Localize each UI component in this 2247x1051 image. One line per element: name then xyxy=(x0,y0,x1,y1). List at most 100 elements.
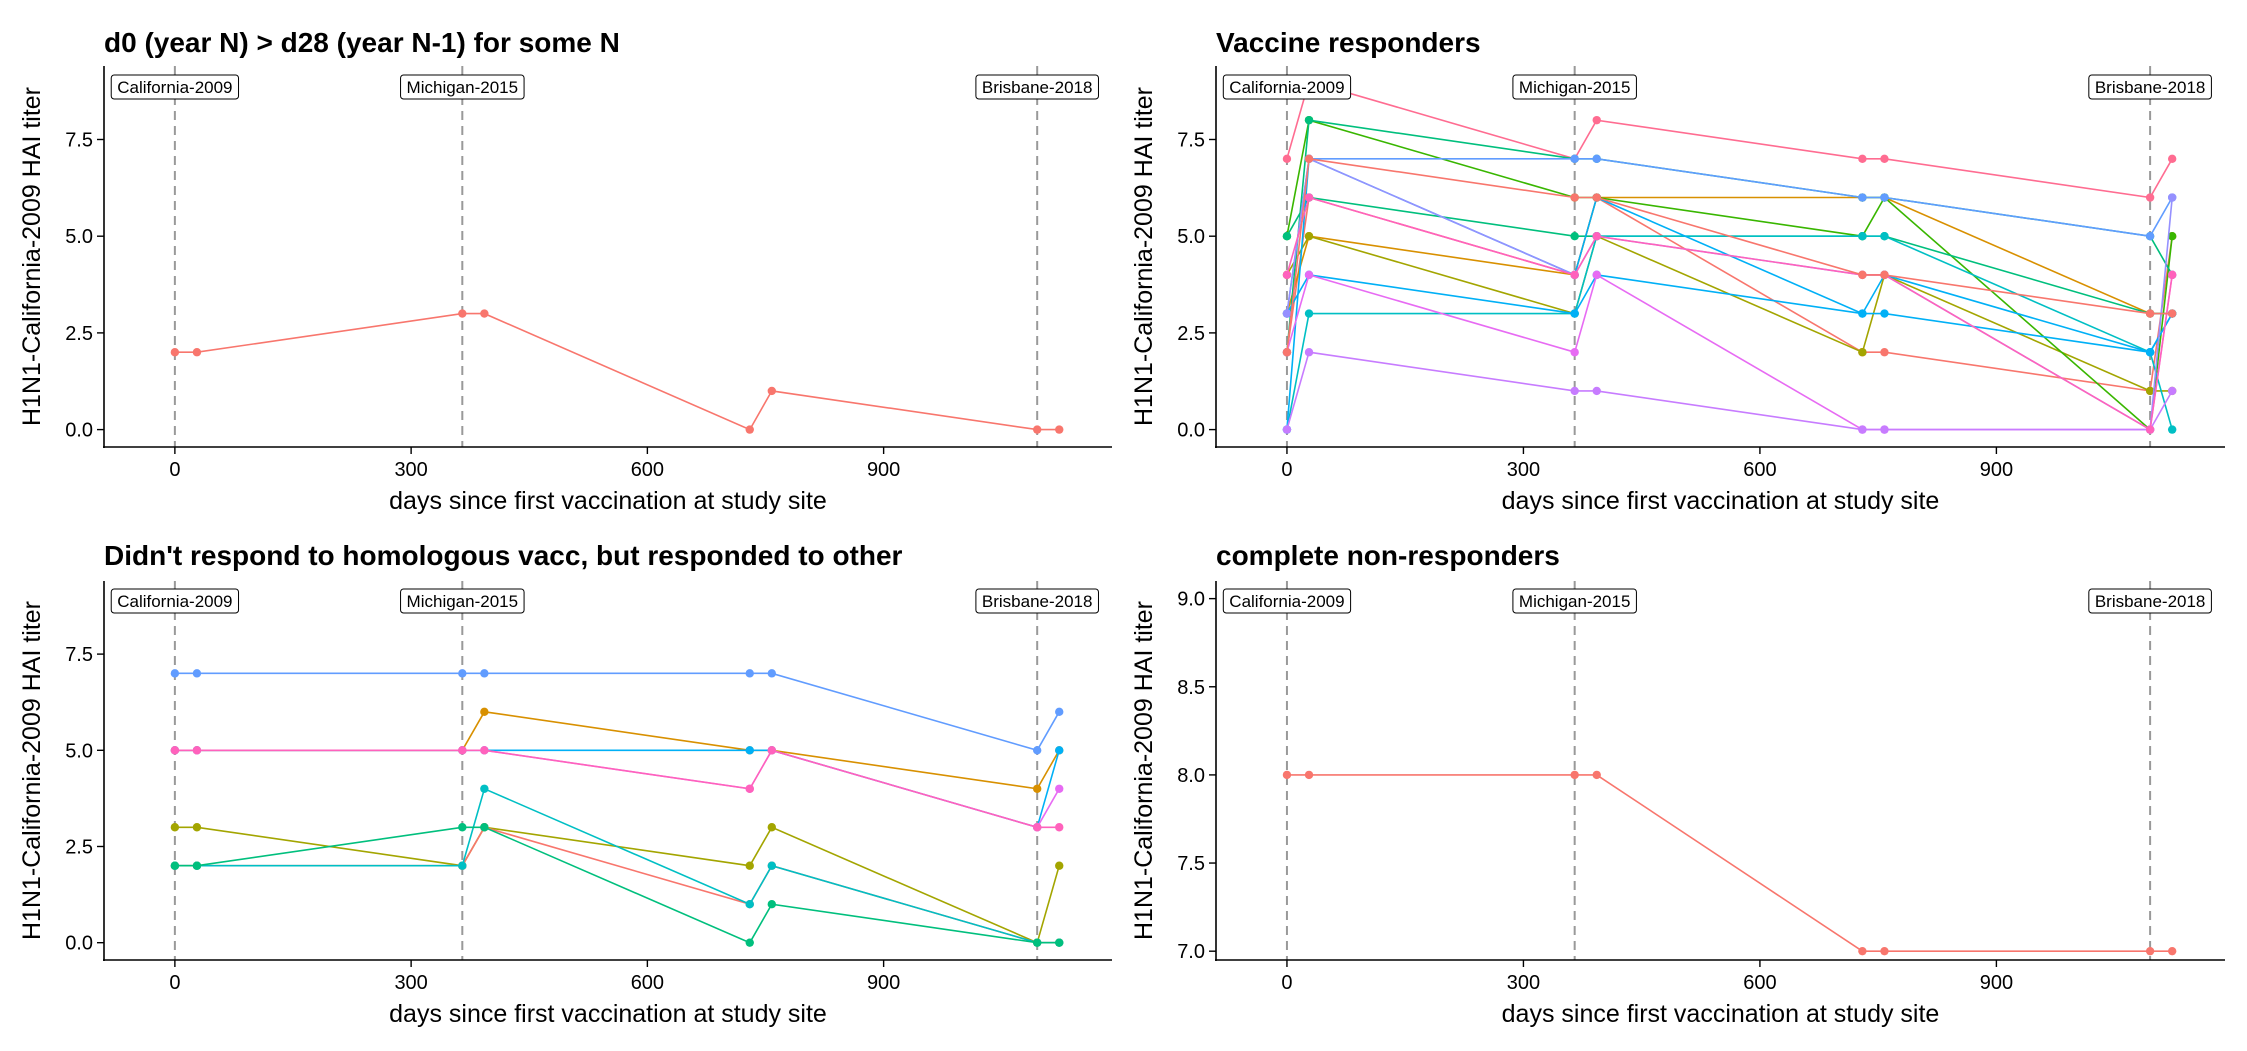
series-line xyxy=(1286,774,2173,953)
reference-line-label-box xyxy=(400,588,525,614)
x-axis-label: days since first vaccination at study si… xyxy=(1502,1000,1940,1028)
data-point xyxy=(192,669,202,678)
y-tick-label: 7.5 xyxy=(65,644,93,666)
data-point xyxy=(1282,309,1292,318)
reference-line-label: California-2009 xyxy=(1222,74,1352,100)
reference-line-label-text: Brisbane-2018 xyxy=(2095,592,2206,611)
y-tick-label: 8.5 xyxy=(1177,677,1205,699)
data-point xyxy=(170,746,180,755)
series-line xyxy=(174,749,1060,829)
data-point xyxy=(2145,425,2155,434)
reference-line-label: Michigan-2015 xyxy=(1512,74,1637,100)
x-tick-label: 300 xyxy=(1507,972,1540,994)
data-point xyxy=(1055,707,1064,717)
data-point xyxy=(1570,154,1579,164)
data-point xyxy=(1055,823,1064,832)
reference-line-label: Brisbane-2018 xyxy=(2088,74,2212,100)
data-point xyxy=(1570,193,1579,202)
data-point xyxy=(1570,231,1579,241)
reference-line-label: California-2009 xyxy=(1222,588,1352,614)
data-point xyxy=(1032,784,1042,793)
series-line xyxy=(174,787,1060,944)
data-point xyxy=(480,669,489,678)
data-point xyxy=(1304,231,1314,241)
data-point xyxy=(458,823,467,832)
data-point xyxy=(480,746,489,755)
data-point xyxy=(1282,770,1292,780)
data-point xyxy=(458,669,467,678)
data-point xyxy=(1880,348,1889,357)
data-point xyxy=(1304,154,1314,164)
reference-line-label: Michigan-2015 xyxy=(400,74,525,100)
x-axis-label: days since first vaccination at study si… xyxy=(1502,487,1940,515)
data-point xyxy=(1858,193,1867,202)
reference-line-label-text: Brisbane-2018 xyxy=(982,78,1093,97)
data-point xyxy=(745,669,754,678)
data-point xyxy=(745,861,754,870)
data-point xyxy=(2167,309,2177,318)
data-point xyxy=(745,784,754,793)
data-point xyxy=(2145,309,2155,318)
data-point xyxy=(745,425,754,434)
series-line xyxy=(1286,119,2173,432)
reference-line-label-text: Michigan-2015 xyxy=(407,592,519,611)
data-point xyxy=(2145,946,2155,956)
chart-panel-1: d0 (year N) > d28 (year N-1) for some N 0… xyxy=(18,27,1112,515)
data-point xyxy=(767,386,776,396)
data-point xyxy=(2167,386,2177,396)
reference-line-label-text: California-2009 xyxy=(1229,78,1344,97)
data-point xyxy=(767,669,776,678)
x-tick-label: 600 xyxy=(631,972,664,994)
chart-panel-2: Vaccine responders 0 300 600 900 0.0 2.5 5.0 7.5… xyxy=(1130,27,2225,515)
data-point xyxy=(2167,154,2177,164)
data-point xyxy=(2145,193,2155,202)
x-tick-label: 600 xyxy=(631,459,664,481)
data-point xyxy=(1055,938,1064,947)
series-line xyxy=(1286,351,2173,431)
y-tick-label: 2.5 xyxy=(65,836,93,858)
chart-title: Didn't respond to homologous vacc, but r… xyxy=(104,540,903,571)
data-point xyxy=(1055,746,1064,755)
reference-line-label-box xyxy=(400,74,525,100)
chart-title: d0 (year N) > d28 (year N-1) for some N xyxy=(104,27,620,58)
data-point xyxy=(1304,193,1314,202)
y-axis-label: H1N1-California-2009 HAI titer xyxy=(1130,87,1158,426)
data-point xyxy=(480,784,489,793)
data-point xyxy=(192,823,202,832)
reference-line-label-box xyxy=(1222,588,1352,614)
reference-line-label-box xyxy=(975,588,1099,614)
series-line xyxy=(1286,196,2173,431)
reference-line-label-text: Michigan-2015 xyxy=(407,78,519,97)
data-point xyxy=(1304,348,1314,357)
reference-line-label-box xyxy=(110,588,240,614)
data-point xyxy=(1282,270,1292,280)
data-point xyxy=(2167,270,2177,280)
data-point xyxy=(170,823,180,832)
x-axis-label: days since first vaccination at study si… xyxy=(389,1000,827,1028)
data-point xyxy=(458,309,467,318)
reference-line-label: California-2009 xyxy=(110,588,240,614)
series-line xyxy=(1286,80,2173,199)
data-point xyxy=(1570,270,1579,280)
data-point xyxy=(2145,231,2155,241)
data-point xyxy=(1282,348,1292,357)
data-point xyxy=(1570,386,1579,396)
data-point xyxy=(170,348,180,357)
data-point xyxy=(1858,425,1867,434)
data-point xyxy=(170,669,180,678)
data-point xyxy=(192,746,202,755)
x-tick-label: 0 xyxy=(1281,972,1292,994)
x-axis-label: days since first vaccination at study si… xyxy=(389,487,827,515)
data-point xyxy=(1858,946,1867,956)
data-point xyxy=(1304,770,1314,780)
chart-title: Vaccine responders xyxy=(1216,27,1481,58)
data-point xyxy=(1880,193,1889,202)
data-point xyxy=(1304,115,1314,125)
data-point xyxy=(170,861,180,870)
x-tick-label: 600 xyxy=(1743,972,1776,994)
series-line xyxy=(174,672,1060,752)
data-point xyxy=(1055,784,1064,793)
data-point xyxy=(2145,348,2155,357)
y-axis-label: H1N1-California-2009 HAI titer xyxy=(18,87,46,426)
reference-line-label-box xyxy=(2088,588,2212,614)
